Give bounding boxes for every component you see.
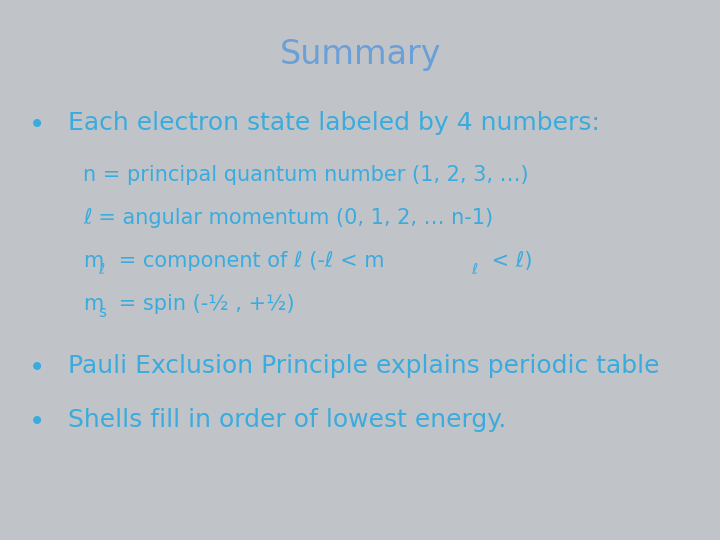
Text: ℓ: ℓ xyxy=(99,262,105,277)
Text: Shells fill in order of lowest energy.: Shells fill in order of lowest energy. xyxy=(68,408,507,431)
Text: Summary: Summary xyxy=(279,38,441,71)
Text: •: • xyxy=(29,408,45,436)
Text: s: s xyxy=(99,305,107,320)
Text: Each electron state labeled by 4 numbers:: Each electron state labeled by 4 numbers… xyxy=(68,111,600,134)
Text: m: m xyxy=(83,251,103,271)
Text: ℓ = angular momentum (0, 1, 2, … n-1): ℓ = angular momentum (0, 1, 2, … n-1) xyxy=(83,208,493,228)
Text: •: • xyxy=(29,354,45,382)
Text: n = principal quantum number (1, 2, 3, …): n = principal quantum number (1, 2, 3, …… xyxy=(83,165,528,185)
Text: ℓ: ℓ xyxy=(472,262,478,277)
Text: = component of ℓ (-ℓ < m: = component of ℓ (-ℓ < m xyxy=(112,251,384,271)
Text: = spin (-½ , +½): = spin (-½ , +½) xyxy=(112,294,294,314)
Text: Pauli Exclusion Principle explains periodic table: Pauli Exclusion Principle explains perio… xyxy=(68,354,660,377)
Text: •: • xyxy=(29,111,45,139)
Text: < ℓ): < ℓ) xyxy=(485,251,532,271)
Text: m: m xyxy=(83,294,103,314)
